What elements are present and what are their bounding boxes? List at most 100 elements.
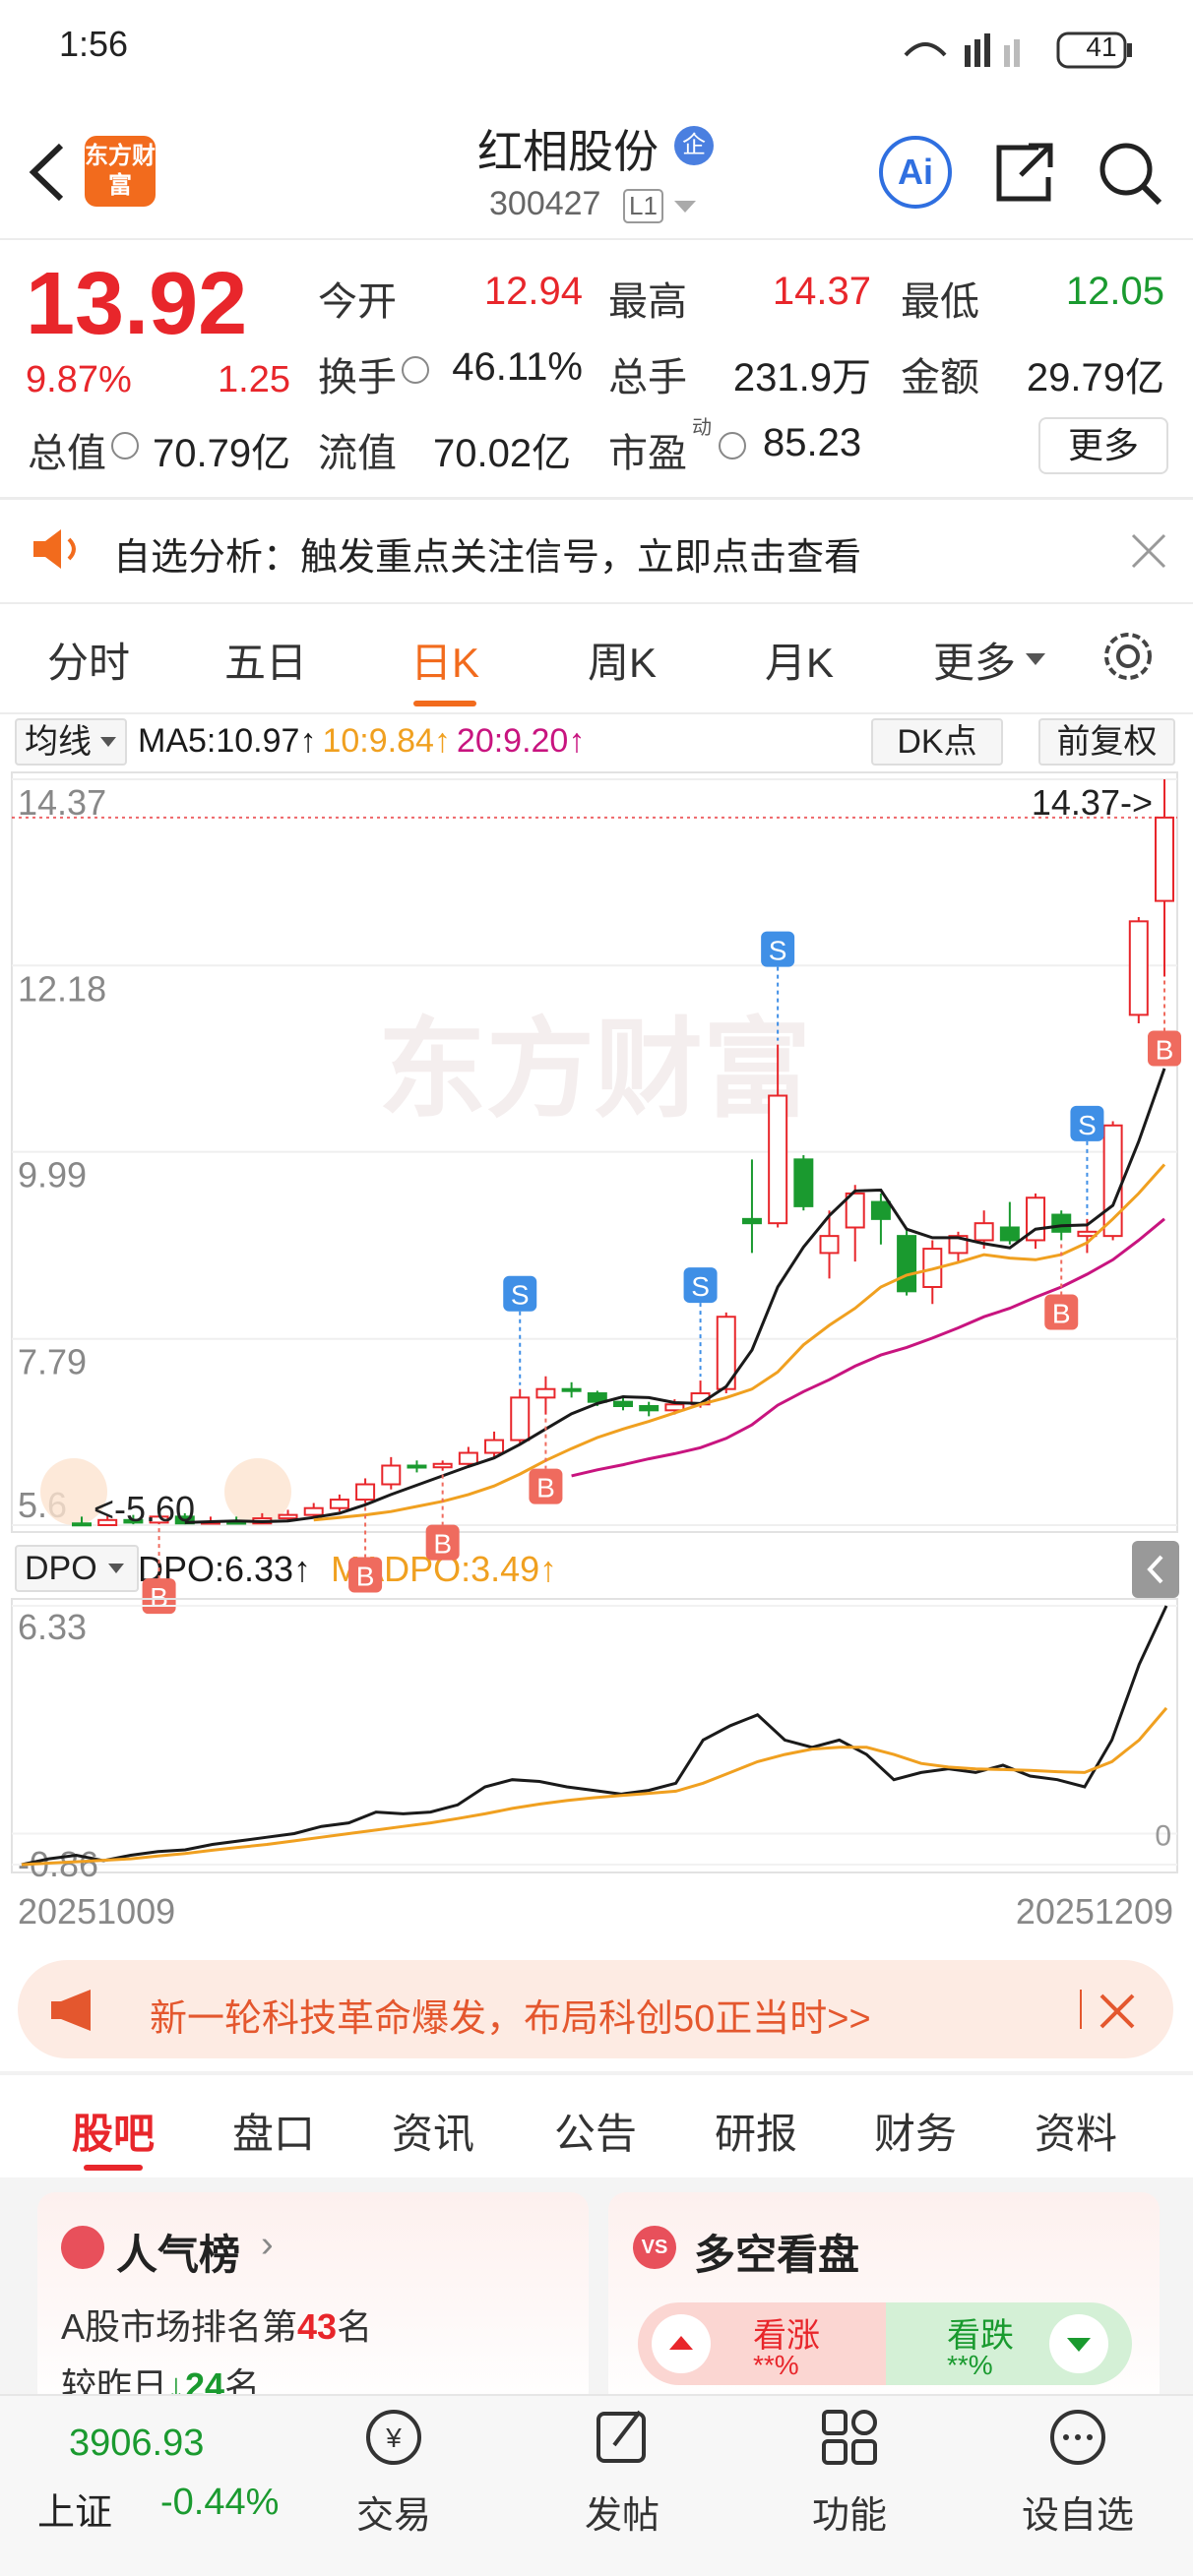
tab-dropdown[interactable] [1024,649,1047,669]
legend-entry: 10:9.84↑ [322,722,451,760]
indicator-selector[interactable]: DPO [15,1545,139,1592]
rank-line: A股市场排名第43名 [61,2299,372,2350]
nav-item[interactable]: 交易 [355,2495,432,2537]
content-tab[interactable]: 资料 [1034,2111,1118,2157]
nav-item[interactable]: 功能 [811,2495,888,2537]
content-tab[interactable]: 盘口 [231,2111,316,2157]
index-value[interactable]: 3906.93 [69,2423,205,2464]
period-tab[interactable]: 周K [587,640,658,686]
candle-body [484,1439,505,1454]
function-icon[interactable] [818,2406,881,2469]
period-tab[interactable]: 五日 [223,640,308,686]
divider [0,497,1193,500]
indicator-line [21,1706,1168,1867]
bear-icon [1049,2314,1108,2373]
candle-body [535,1387,556,1399]
adjust-button[interactable]: 前复权 [1038,718,1175,766]
field-value: 70.02亿 [433,432,572,475]
speaker-shape [33,529,61,569]
stock-code: 300427 [489,185,601,222]
candle-body [793,1158,814,1207]
content-tab[interactable]: 公告 [553,2111,638,2157]
selector-dropdown [100,737,116,747]
collapse-bg [1132,1541,1179,1598]
signal-label: S [691,1271,710,1302]
index-change[interactable]: -0.44% [160,2482,280,2523]
signal-icon [984,33,990,67]
info-icon[interactable] [111,432,139,460]
signal-icon [965,45,971,67]
candle-body [303,1506,324,1516]
info-icon[interactable] [402,356,429,384]
down-triangle [1067,2338,1091,2352]
icon-shape [366,2410,421,2465]
rank-text: A股市场排名第 [61,2306,298,2347]
index-name[interactable]: 上证 [37,2492,113,2534]
field-value: 70.79亿 [153,432,291,475]
field-label: 换手 [318,356,397,399]
candle-body [819,1235,840,1255]
share-button[interactable] [989,138,1058,207]
legend-entry: MA5:10.97↑ [138,722,317,760]
card-title: 多空看盘 [694,2232,860,2278]
change-percent: 9.87% [26,359,132,400]
ad-banner[interactable] [18,1960,1173,2058]
search-button[interactable] [1095,138,1165,209]
ma-line [313,1163,1166,1522]
field-value: 14.37 [772,270,871,313]
content-tab-active[interactable]: 股吧 [71,2111,156,2157]
collapse-button[interactable] [1132,1541,1179,1598]
tab-underline [413,701,476,706]
candle-body [72,1522,92,1527]
collapse-icon [1147,1555,1163,1584]
y-tick-label: 6.33 [18,1607,87,1647]
content-tab[interactable]: 研报 [714,2111,798,2157]
content-tab[interactable]: 财务 [873,2111,958,2157]
settings-button[interactable] [1099,628,1157,685]
field-label: 金额 [901,356,979,399]
period-tab-active[interactable]: 日K [409,640,480,686]
icon-shape [851,2410,877,2435]
info-icon[interactable] [719,432,746,460]
post-icon[interactable] [591,2406,654,2469]
candle-body [845,1192,865,1229]
close-notice[interactable] [1127,529,1170,573]
period-tab[interactable]: 更多 [932,640,1017,686]
candle-body [561,1387,582,1392]
level-dropdown[interactable] [672,197,698,216]
candle-body [1155,816,1174,902]
more-button[interactable]: 更多 [1038,417,1168,474]
nav-item[interactable]: 设自选 [1021,2495,1135,2537]
candle-body [407,1464,427,1469]
field-superscript: 动 [692,417,712,439]
period-tab[interactable]: 月K [764,640,835,686]
icon-glyph: ¥ [385,2423,402,2453]
ad-icon-shape [51,1990,91,2031]
stock-name: 红相股份 [477,126,659,177]
divider [0,602,1193,604]
signal-label: S [511,1280,530,1311]
nav-item[interactable]: 发帖 [584,2495,660,2537]
y-tick-label: 12.18 [18,968,106,1009]
watchlist-icon[interactable] [1046,2406,1109,2469]
candle-body [664,1403,685,1412]
content-tab[interactable]: 资讯 [391,2111,475,2157]
ma-selector[interactable]: 均线 [15,718,127,766]
notice-text[interactable]: 自选分析：触发重点关注信号，立即点击查看 [113,537,862,579]
back-button[interactable] [22,138,71,207]
popularity-card[interactable] [37,2192,589,2409]
up-triangle [669,2336,693,2350]
signal-badge [761,931,795,967]
divider [0,2071,1193,2075]
dk-button[interactable]: DK点 [871,718,1003,766]
period-tab[interactable]: 分时 [46,640,131,686]
status-time: 1:56 [59,24,129,64]
ad-close[interactable] [1098,1992,1137,2031]
change-amount: 1.25 [218,359,290,400]
field-label: 最高 [608,280,687,324]
ad-text[interactable]: 新一轮科技革命爆发，布局科创50正当时>> [150,1998,871,2040]
y-tick-label: 7.79 [18,1342,87,1382]
trade-icon[interactable]: ¥ [362,2406,425,2469]
ai-button[interactable]: Ai [879,136,952,209]
speaker-icon [33,529,76,569]
